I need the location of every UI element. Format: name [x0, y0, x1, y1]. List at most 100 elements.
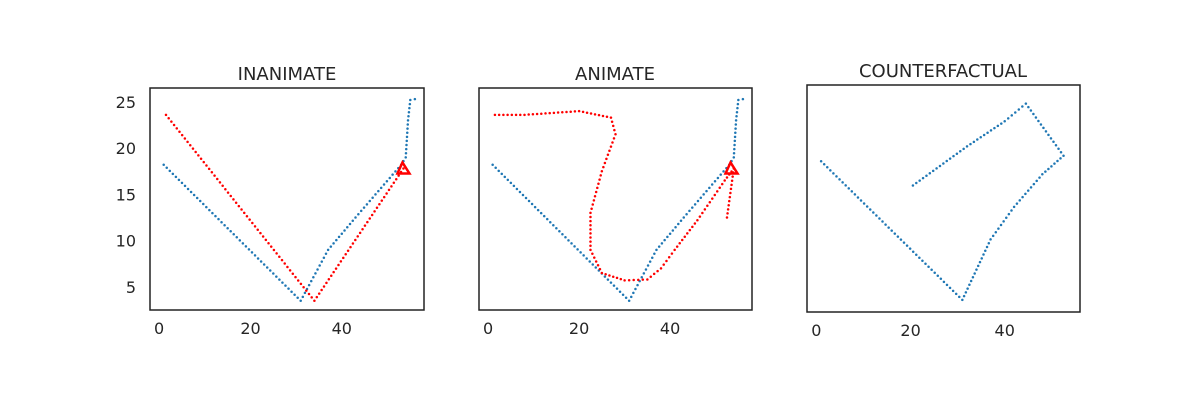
series-0-point-51: [969, 279, 973, 283]
series-1-point-55: [313, 299, 316, 302]
series-1-point-118: [728, 199, 731, 203]
series-1-point-76: [641, 278, 645, 281]
series-1-point-66: [600, 271, 604, 275]
series-1-point-73: [356, 235, 359, 238]
series-1-point-92: [688, 228, 692, 232]
y-tick-label: 20: [116, 139, 136, 158]
series-1-point-40: [602, 165, 605, 169]
series-0-point-15: [208, 208, 211, 212]
series-0-point-10: [192, 193, 196, 197]
series-0-point-96: [1042, 126, 1045, 130]
series-1-point-70: [349, 245, 352, 249]
series-0-point-36: [272, 272, 275, 275]
series-1-point-49: [296, 279, 300, 282]
series-1-point-58: [320, 288, 323, 292]
series-0-point-34: [265, 266, 269, 269]
series-1-point-119: [727, 203, 730, 207]
panel-counterfactual: COUNTERFACTUAL 0 20 40: [806, 61, 1081, 340]
series-1-point-76: [363, 224, 367, 227]
series-0-point-6: [838, 178, 841, 181]
series-1-point-81: [375, 206, 379, 210]
series-0-point-19: [220, 220, 223, 224]
series-0-point-92: [1052, 140, 1055, 144]
series-0-point-18: [546, 217, 549, 221]
series-0-point-52: [314, 272, 317, 275]
series-0-point-65: [674, 225, 677, 229]
series-0-point-99: [1034, 116, 1038, 119]
series-0-point-17: [872, 211, 875, 214]
series-1-point-67: [604, 272, 607, 276]
series-1-point-22: [224, 187, 227, 191]
series-1-point-66: [339, 260, 343, 263]
series-1-point-54: [589, 223, 592, 227]
series-0-point-129: [935, 167, 938, 170]
series-1-point-90: [683, 235, 687, 238]
series-0-point-70: [1010, 209, 1013, 212]
series-0-point-39: [281, 281, 284, 284]
series-0-point-120: [965, 145, 969, 148]
series-0-point-100: [409, 98, 412, 102]
series-0-point-73: [696, 199, 700, 203]
series-0-point-41: [287, 287, 290, 290]
series-1-point-7: [183, 137, 187, 140]
series-0-point-53: [644, 268, 648, 271]
series-0-point-132: [925, 174, 928, 177]
series-1-point-0: [493, 113, 497, 117]
series-0-point-51: [312, 276, 315, 279]
series-0-point-46: [301, 295, 305, 299]
series-0-point-13: [202, 202, 205, 206]
series-1-point-51: [302, 285, 305, 289]
y-tick-label: 10: [116, 232, 136, 251]
series-1-point-64: [334, 267, 338, 270]
series-1-point-122: [725, 216, 729, 219]
series-0-point-127: [942, 162, 945, 165]
series-0-point-135: [915, 181, 918, 185]
series-1-point-29: [610, 120, 614, 124]
series-1-point-65: [337, 263, 340, 267]
series-0-point-27: [902, 241, 906, 244]
series-1-point-4: [510, 113, 514, 117]
series-1-point-15: [205, 164, 208, 167]
series-0-point-1: [165, 166, 168, 170]
series-1-point-24: [229, 194, 232, 198]
series-0-point-20: [223, 223, 226, 227]
series-1-point-1: [497, 113, 501, 117]
series-0-point-86: [732, 156, 736, 159]
series-0-point-43: [293, 293, 296, 296]
series-0-point-77: [708, 186, 711, 190]
series-0-point-31: [256, 257, 260, 260]
series-0-point-47: [632, 291, 635, 295]
series-0-point-52: [971, 275, 975, 279]
series-0-point-106: [1014, 111, 1017, 114]
series-0-point-11: [853, 193, 857, 196]
series-0-point-84: [1050, 165, 1053, 168]
series-0-point-13: [530, 202, 534, 206]
series-1-point-69: [611, 275, 615, 278]
series-0-point-95: [734, 119, 738, 122]
series-0-point-119: [969, 142, 972, 146]
series-0-point-55: [976, 264, 980, 268]
series-0-point-104: [1021, 105, 1024, 108]
series-0-point-67: [1002, 220, 1005, 223]
series-0-point-88: [1062, 154, 1065, 157]
series-0-point-45: [627, 299, 631, 302]
series-0-point-0: [162, 163, 165, 167]
series-1-point-64: [596, 264, 600, 267]
series-1-point-50: [299, 282, 303, 286]
series-1-point-35: [259, 231, 262, 235]
series-0-point-39: [939, 277, 943, 281]
series-0-point-50: [968, 283, 971, 287]
series-1-point-32: [614, 133, 617, 136]
series-0-point-41: [945, 283, 949, 287]
series-0-point-63: [991, 234, 995, 238]
series-1-point-0: [164, 113, 168, 117]
series-0-point-33: [921, 259, 924, 262]
series-1-point-6: [519, 113, 522, 117]
series-1-point-62: [330, 274, 333, 277]
series-1-point-17: [210, 171, 214, 174]
series-0-point-123: [955, 152, 959, 155]
series-1-point-83: [665, 259, 668, 263]
series-1-point-82: [378, 202, 381, 206]
series-0-point-116: [979, 136, 982, 139]
series-0-point-71: [362, 206, 366, 209]
